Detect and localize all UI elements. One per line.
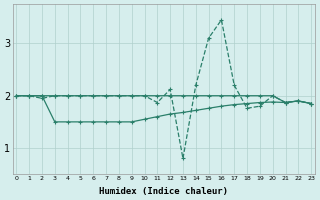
X-axis label: Humidex (Indice chaleur): Humidex (Indice chaleur) (99, 187, 228, 196)
